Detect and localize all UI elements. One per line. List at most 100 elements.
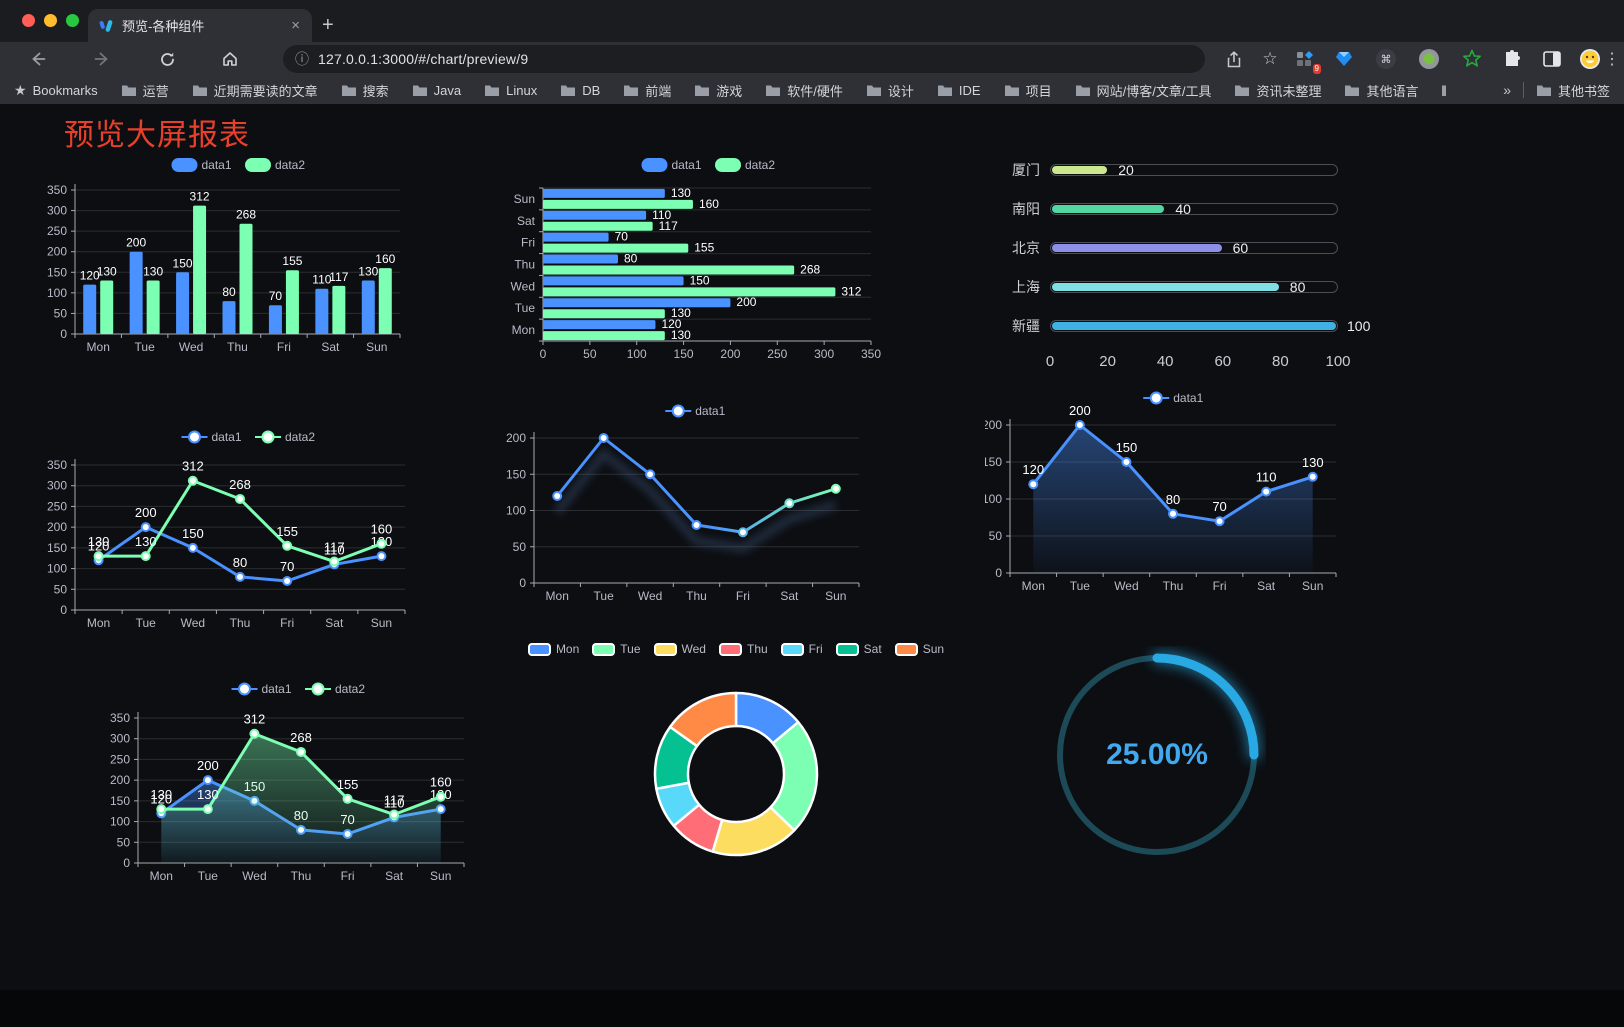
folder-icon <box>866 85 881 96</box>
donut-legend-item[interactable]: Fri <box>780 642 823 656</box>
bookmark-folder-label: 项目 <box>1025 83 1052 99</box>
site-info-icon[interactable]: ⓘ <box>295 51 309 67</box>
donut-legend-item[interactable]: Sat <box>835 642 882 656</box>
svg-text:200: 200 <box>985 418 1002 432</box>
svg-text:150: 150 <box>506 467 526 481</box>
tab-close-icon[interactable]: × <box>291 17 300 34</box>
svg-text:data2: data2 <box>745 158 775 172</box>
svg-text:200: 200 <box>135 505 157 520</box>
svg-text:160: 160 <box>699 197 719 211</box>
folder-icon <box>1345 85 1360 96</box>
horizontal-bar-chart: data1 data2 0 50 100 150 200 250 300 350 Sun 130 160… <box>500 150 895 364</box>
svg-text:Sat: Sat <box>517 214 536 228</box>
svg-text:Sat: Sat <box>780 589 799 603</box>
share-button[interactable] <box>1222 47 1246 71</box>
bookmark-folder[interactable]: 游戏 <box>694 81 742 100</box>
svg-text:155: 155 <box>337 777 359 792</box>
gradient-line-chart: 0 50 100 150 200 Mon Tue Wed Thu Fri Sat Sun data1 <box>500 400 890 605</box>
donut-legend-item[interactable]: Tue <box>592 642 641 656</box>
progress-fill <box>1052 165 1108 174</box>
svg-text:268: 268 <box>800 263 820 277</box>
bookmark-folder[interactable]: 其他语言 <box>1344 81 1418 100</box>
svg-text:150: 150 <box>110 794 130 808</box>
bookmark-folder[interactable]: PHP <box>1441 81 1446 100</box>
line-chart-two-series: 0 50 100 150 200 250 300 350 Mon Tue Wed Thu Fri Sat S… <box>40 425 460 637</box>
svg-text:Mon: Mon <box>1022 579 1045 592</box>
progress-row: 北京 60 <box>1000 228 1338 267</box>
svg-text:Sat: Sat <box>385 869 404 883</box>
extension-green-star-icon[interactable] <box>1460 47 1484 71</box>
extension-emoji-icon[interactable] <box>1578 47 1602 71</box>
bookmark-folder[interactable]: 设计 <box>866 81 914 100</box>
donut-legend-item[interactable]: Mon <box>527 642 579 656</box>
bookmark-folder-label: 其他语言 <box>1366 83 1419 99</box>
browser-menu-button[interactable]: ⋮ <box>1604 51 1620 68</box>
extension-recorder-icon[interactable] <box>1417 47 1441 71</box>
svg-text:data2: data2 <box>275 158 305 172</box>
svg-text:Thu: Thu <box>514 258 535 272</box>
window-maximize-button[interactable] <box>66 14 79 27</box>
donut-legend-item[interactable]: Thu <box>718 642 768 656</box>
extension-gem-icon[interactable] <box>1332 47 1356 71</box>
bookmark-folder[interactable]: Linux <box>484 81 537 100</box>
bookmarks-root[interactable]: ★ Bookmarks <box>14 82 98 99</box>
bookmark-folder[interactable]: 近期需要读的文章 <box>192 81 318 100</box>
legend-swatch <box>718 642 742 656</box>
bookmark-folder[interactable]: Java <box>412 81 461 100</box>
extensions-puzzle-icon[interactable] <box>1500 47 1524 71</box>
extension-grid-icon[interactable]: 9 <box>1293 47 1321 74</box>
bookmark-folder[interactable]: DB <box>560 81 600 100</box>
progress-bar-chart: 厦门 20 南阳 40 北京 60 上海 80 新疆 100 0 20 40 60 80 100 <box>1000 150 1370 390</box>
bookmark-folder[interactable]: 软件/硬件 <box>765 81 843 100</box>
svg-text:110: 110 <box>384 795 405 810</box>
svg-text:Fri: Fri <box>736 589 750 603</box>
two-series-area-chart: 0 50 100 150 200 250 300 350 Mon Tue Wed Thu Fri Sat S… <box>100 675 520 889</box>
svg-text:117: 117 <box>329 270 348 284</box>
progress-fill <box>1052 204 1165 213</box>
svg-text:155: 155 <box>282 254 302 268</box>
svg-text:Mon: Mon <box>512 323 535 337</box>
window-close-button[interactable] <box>22 14 35 27</box>
svg-text:300: 300 <box>110 732 130 746</box>
bookmark-folder[interactable]: 资讯未整理 <box>1234 81 1321 100</box>
window-minimize-button[interactable] <box>44 14 57 27</box>
svg-text:Sun: Sun <box>371 616 392 630</box>
progress-row: 南阳 40 <box>1000 189 1338 228</box>
address-bar[interactable]: ⓘ 127.0.0.1:3000/#/chart/preview/9 <box>283 45 1205 73</box>
extension-split-view-icon[interactable] <box>1540 47 1564 71</box>
reload-button[interactable] <box>153 45 181 73</box>
svg-text:50: 50 <box>513 540 527 554</box>
back-button[interactable] <box>23 45 51 73</box>
svg-text:110: 110 <box>324 542 345 557</box>
forward-button[interactable] <box>89 45 117 73</box>
svg-text:300: 300 <box>47 204 67 218</box>
bookmark-folder[interactable]: 搜索 <box>341 81 389 100</box>
new-tab-button[interactable]: + <box>322 14 334 36</box>
donut-legend-item[interactable]: Sun <box>894 642 945 656</box>
svg-text:130: 130 <box>150 787 172 802</box>
bookmark-folder[interactable]: 项目 <box>1004 81 1052 100</box>
browser-tab[interactable]: 预览-各种组件 × <box>88 9 312 42</box>
svg-text:80: 80 <box>624 252 638 266</box>
extension-command-icon[interactable]: ⌘ <box>1374 47 1398 71</box>
bookmark-folder[interactable]: 前端 <box>623 81 671 100</box>
legend-label: Sun <box>922 642 945 656</box>
bookmark-folder-label: 网站/博客/文章/工具 <box>1096 83 1212 99</box>
axis-tick-label: 60 <box>1214 353 1232 370</box>
bookmark-folder[interactable]: 网站/博客/文章/工具 <box>1075 81 1212 100</box>
home-button[interactable] <box>216 45 244 73</box>
svg-text:130: 130 <box>671 306 691 320</box>
other-bookmarks[interactable]: 其他书签 <box>1536 81 1610 100</box>
svg-text:0: 0 <box>519 576 526 590</box>
svg-text:data1: data1 <box>262 682 292 696</box>
bookmarks-overflow-button[interactable]: » <box>1503 82 1511 98</box>
bookmark-folder[interactable]: 运营 <box>121 81 169 100</box>
svg-text:117: 117 <box>324 540 345 555</box>
bookmark-folder[interactable]: IDE <box>937 81 981 100</box>
donut-legend-item[interactable]: Wed <box>653 642 706 656</box>
progress-track: 20 <box>1050 162 1338 178</box>
area-line-chart: 0 50 100 150 200 Mon Tue Wed Thu Fri Sat Sun data1 12… <box>982 388 1345 593</box>
bookmark-star-button[interactable]: ☆ <box>1262 49 1278 68</box>
svg-text:150: 150 <box>47 541 67 555</box>
bookmark-folder-label: 搜索 <box>362 83 389 99</box>
